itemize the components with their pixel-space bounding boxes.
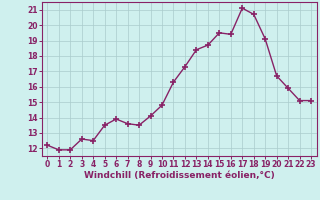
X-axis label: Windchill (Refroidissement éolien,°C): Windchill (Refroidissement éolien,°C) <box>84 171 275 180</box>
